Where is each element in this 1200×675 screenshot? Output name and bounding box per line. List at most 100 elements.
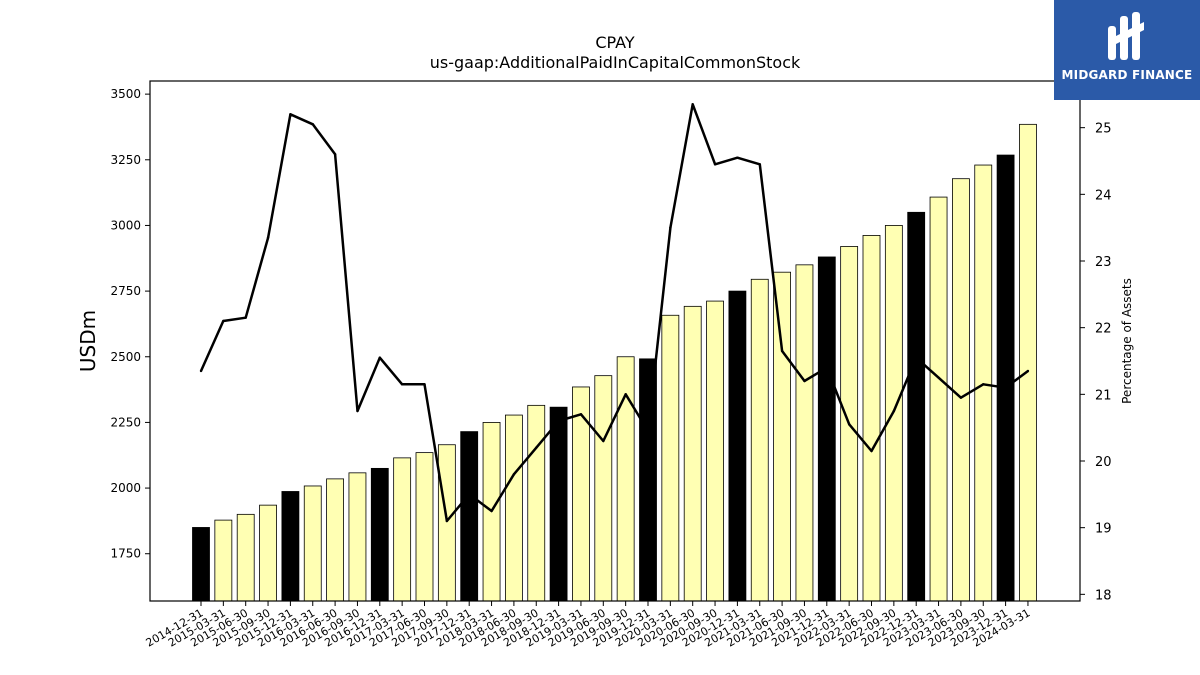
- bar: [281, 491, 300, 602]
- y2-tick-label: 24: [1095, 188, 1112, 203]
- y-axis-left: 1750 2000 2250 2500 2750 3000 3250 3500: [110, 87, 150, 561]
- bar: [214, 519, 233, 602]
- y-tick-label: 2500: [110, 350, 141, 364]
- line-point: [311, 123, 314, 126]
- line-point: [356, 409, 359, 413]
- bar-series: [192, 123, 1037, 602]
- line-point: [892, 409, 896, 413]
- chart-subtitle: us-gaap:AdditionalPaidInCapitalCommonSto…: [430, 53, 801, 72]
- bar: [504, 414, 523, 602]
- y2-axis-label: Percentage of Assets: [1120, 278, 1134, 404]
- line-point: [803, 379, 806, 383]
- y2-tick-label: 21: [1095, 388, 1112, 403]
- bar: [750, 278, 769, 602]
- line-point: [289, 113, 292, 116]
- bar: [393, 457, 412, 602]
- bar: [1019, 123, 1037, 602]
- y2-tick-label: 18: [1095, 588, 1112, 603]
- y2-tick-label: 19: [1095, 522, 1112, 537]
- line-point: [333, 153, 337, 156]
- bar: [348, 472, 367, 602]
- y-tick-label: 2750: [110, 284, 141, 298]
- line-point: [959, 396, 963, 399]
- y-axis-right: 18 19 20 21 22 23 24 25: [1080, 122, 1112, 603]
- y2-tick-label: 25: [1095, 122, 1112, 137]
- y-tick-label: 3000: [110, 218, 141, 232]
- bar: [437, 444, 456, 602]
- bar: [929, 196, 948, 602]
- bar: [996, 154, 1015, 602]
- y2-tick-label: 20: [1095, 455, 1112, 470]
- plot-frame: [149, 80, 1081, 602]
- bar: [236, 513, 255, 602]
- y-tick-label: 3250: [110, 153, 141, 167]
- line-point: [244, 316, 247, 319]
- bar: [192, 527, 210, 602]
- line-point: [199, 369, 203, 373]
- line-point: [758, 163, 761, 166]
- bar: [639, 358, 657, 602]
- line-point: [1026, 369, 1030, 373]
- line-point: [400, 383, 404, 386]
- bar: [460, 431, 479, 602]
- y-tick-label: 1750: [110, 547, 141, 561]
- line-point: [222, 319, 225, 323]
- bar: [661, 314, 680, 602]
- line-point: [490, 509, 493, 513]
- bar: [728, 290, 747, 602]
- line-point: [423, 383, 426, 386]
- line-point: [512, 473, 516, 476]
- line-point: [736, 156, 739, 159]
- line-point: [847, 423, 851, 426]
- bar: [706, 300, 724, 602]
- bar: [527, 404, 546, 602]
- line-point: [780, 349, 784, 353]
- line-point: [468, 493, 471, 496]
- line-point: [870, 449, 873, 453]
- line-point: [535, 446, 538, 449]
- line-point: [624, 393, 627, 396]
- y-tick-label: 3500: [110, 87, 141, 101]
- bar: [326, 478, 345, 602]
- line-point: [1004, 386, 1007, 389]
- line-point: [825, 366, 828, 369]
- percentage-line: [199, 103, 1029, 523]
- midgard-logo-icon: [1108, 12, 1144, 60]
- y-tick-label: 2250: [110, 415, 141, 429]
- line-point: [982, 383, 985, 386]
- bar: [549, 406, 568, 602]
- line-series: [199, 103, 1030, 523]
- bar: [952, 178, 970, 602]
- bar: [795, 264, 814, 602]
- line-point: [669, 226, 672, 229]
- bar: [415, 452, 434, 602]
- line-point: [445, 519, 449, 523]
- chart-title: CPAY: [595, 33, 635, 52]
- bar: [259, 504, 277, 602]
- line-point: [915, 356, 918, 359]
- line-point: [557, 419, 560, 423]
- logo-text: MIDGARD FINANCE: [1061, 68, 1193, 82]
- bar: [572, 386, 590, 602]
- bar: [303, 485, 322, 602]
- bar: [773, 271, 791, 602]
- y2-tick-label: 22: [1095, 322, 1112, 337]
- y-tick-label: 2000: [110, 481, 141, 495]
- bar: [974, 164, 993, 602]
- line-point: [602, 439, 605, 443]
- line-point: [378, 356, 381, 359]
- logo: MIDGARD FINANCE: [1054, 0, 1200, 100]
- bar: [594, 375, 613, 602]
- line-point: [937, 376, 940, 379]
- y-axis-label: USDm: [76, 310, 100, 372]
- bar: [862, 235, 881, 602]
- bar: [370, 467, 389, 602]
- line-point: [266, 236, 270, 239]
- bar: [683, 305, 702, 602]
- line-point: [579, 413, 583, 416]
- line-point: [646, 429, 650, 433]
- bar: [907, 211, 926, 602]
- x-axis: 2014-12-312015-03-312015-06-302015-09-30…: [144, 601, 1032, 650]
- line-point: [691, 103, 694, 106]
